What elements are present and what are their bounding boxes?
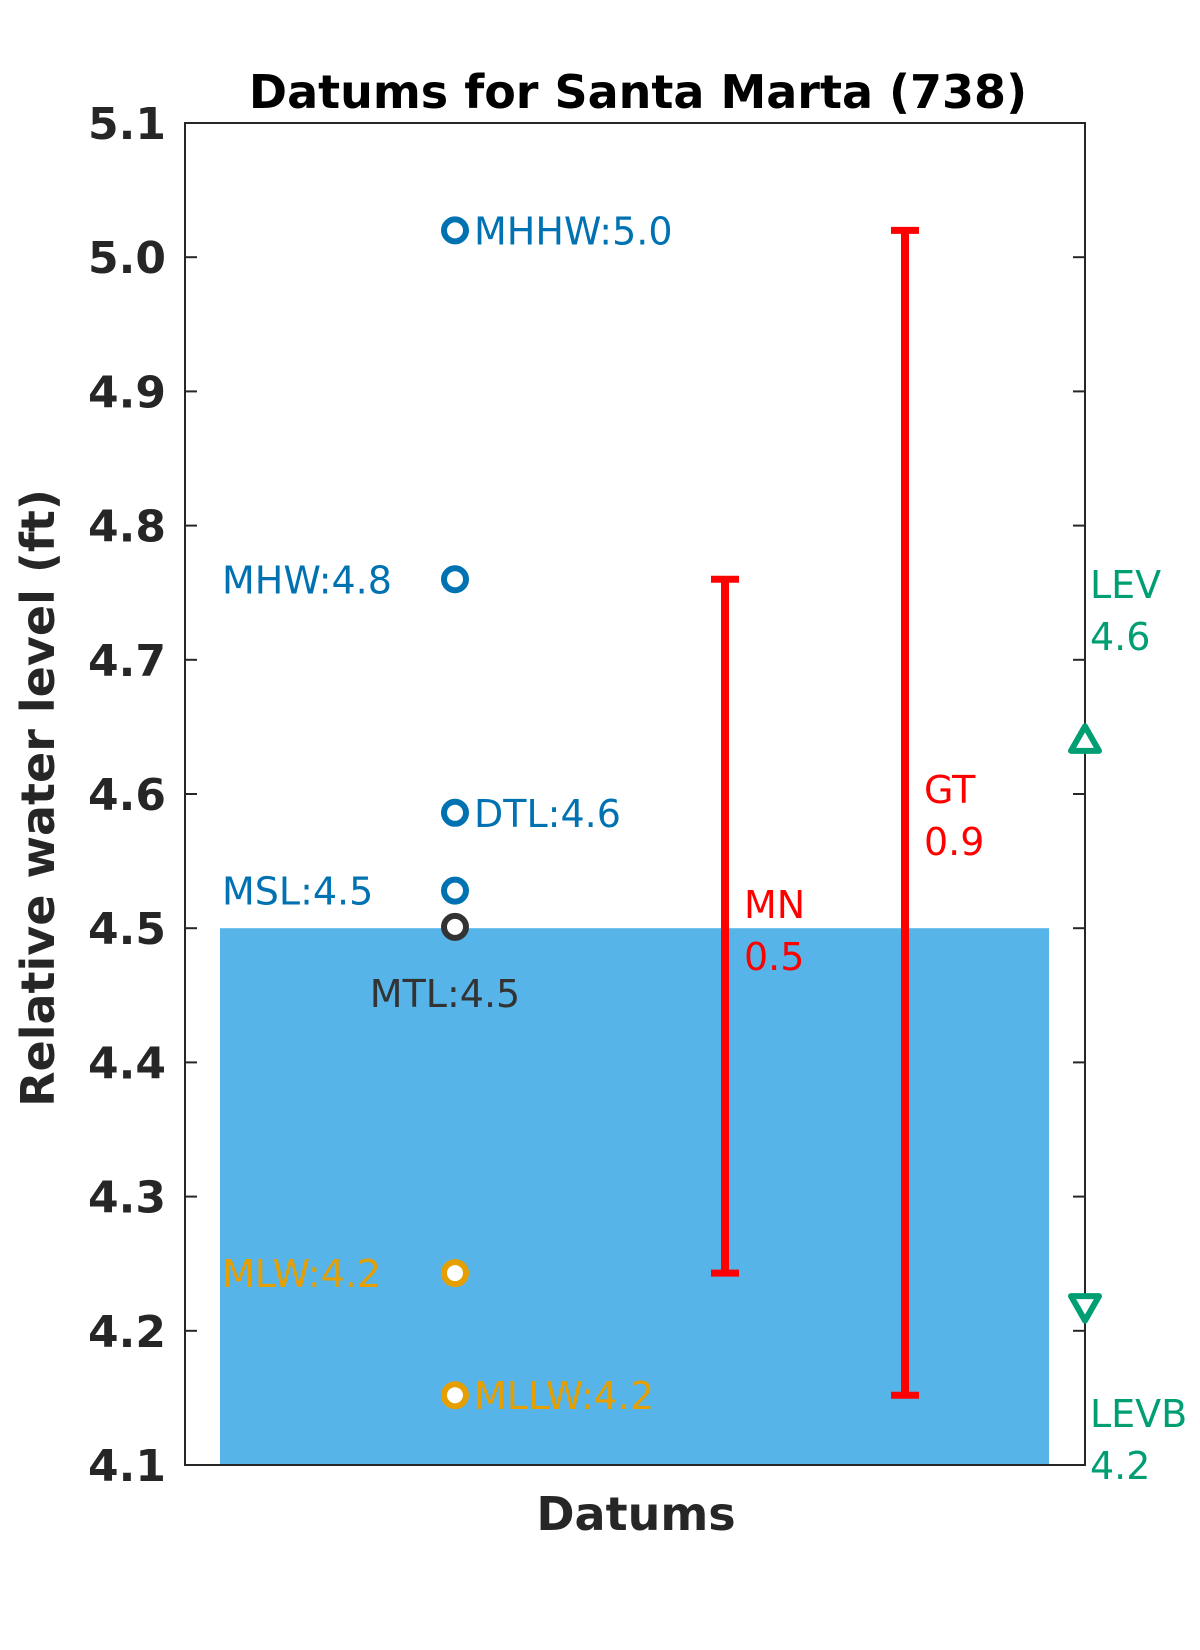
range-label-gt: 0.9: [924, 820, 984, 864]
x-axis-label: Datums: [536, 1487, 735, 1541]
datum-label-mtl: MTL:4.5: [370, 972, 520, 1016]
level-markers: LEV 4.6 LEVB 4.2: [1068, 563, 1187, 1488]
chart-title: Datums for Santa Marta (738): [249, 65, 1027, 119]
datum-marker-dtl: [441, 798, 469, 827]
y-tick-label: 4.4: [88, 1038, 166, 1089]
datum-marker-mtl: [441, 912, 469, 941]
y-axis-ticks: 4.1 4.2 4.3 4.4 4.5 4.6 4.7 4.8 4.9 5.0 5.1: [88, 99, 1085, 1492]
datum-label-msl: MSL:4.5: [222, 870, 373, 914]
y-tick-label: 4.8: [88, 502, 166, 553]
datum-markers: MHHW:5.0 MHW:4.8 DTL:4.6 MSL:4.5 MTL:4.5 MLW:…: [222, 209, 673, 1418]
level-label-lev: LEV: [1090, 563, 1161, 607]
datum-label-dtl: DTL:4.6: [474, 792, 621, 836]
datum-label-mhw: MHW:4.8: [222, 558, 392, 602]
level-label-levb: 4.2: [1090, 1444, 1150, 1488]
y-tick-label: 4.3: [88, 1173, 166, 1224]
datum-label-mhhw: MHHW:5.0: [474, 209, 673, 253]
level-label-levb: LEVB: [1090, 1392, 1187, 1436]
y-tick-label: 5.0: [88, 233, 166, 284]
datum-marker-mllw: [441, 1381, 469, 1410]
y-tick-label: 4.2: [88, 1307, 166, 1358]
level-label-lev: 4.6: [1090, 615, 1150, 659]
datum-marker-mlw: [441, 1259, 469, 1288]
level-marker-levb: [1068, 1293, 1102, 1324]
datum-marker-msl: [441, 876, 469, 905]
datum-marker-mhhw: [441, 216, 469, 245]
datum-marker-mhw: [441, 565, 469, 594]
range-label-mn: MN: [744, 883, 805, 927]
y-tick-label: 4.1: [88, 1441, 166, 1492]
y-tick-label: 4.7: [88, 636, 166, 687]
level-marker-lev: [1068, 723, 1102, 754]
range-bars: MN 0.5 GT 0.9: [711, 226, 984, 1399]
water-level-fill: [220, 928, 1049, 1465]
y-tick-label: 5.1: [88, 99, 166, 150]
range-label-mn: 0.5: [744, 935, 804, 979]
datum-label-mllw: MLLW:4.2: [474, 1374, 654, 1418]
y-axis-label: Relative water level (ft): [11, 489, 65, 1107]
datum-label-mlw: MLW:4.2: [222, 1252, 381, 1296]
y-tick-label: 4.6: [88, 770, 166, 821]
y-tick-label: 4.9: [88, 367, 166, 418]
y-tick-label: 4.5: [88, 904, 166, 955]
range-label-gt: GT: [924, 768, 976, 812]
